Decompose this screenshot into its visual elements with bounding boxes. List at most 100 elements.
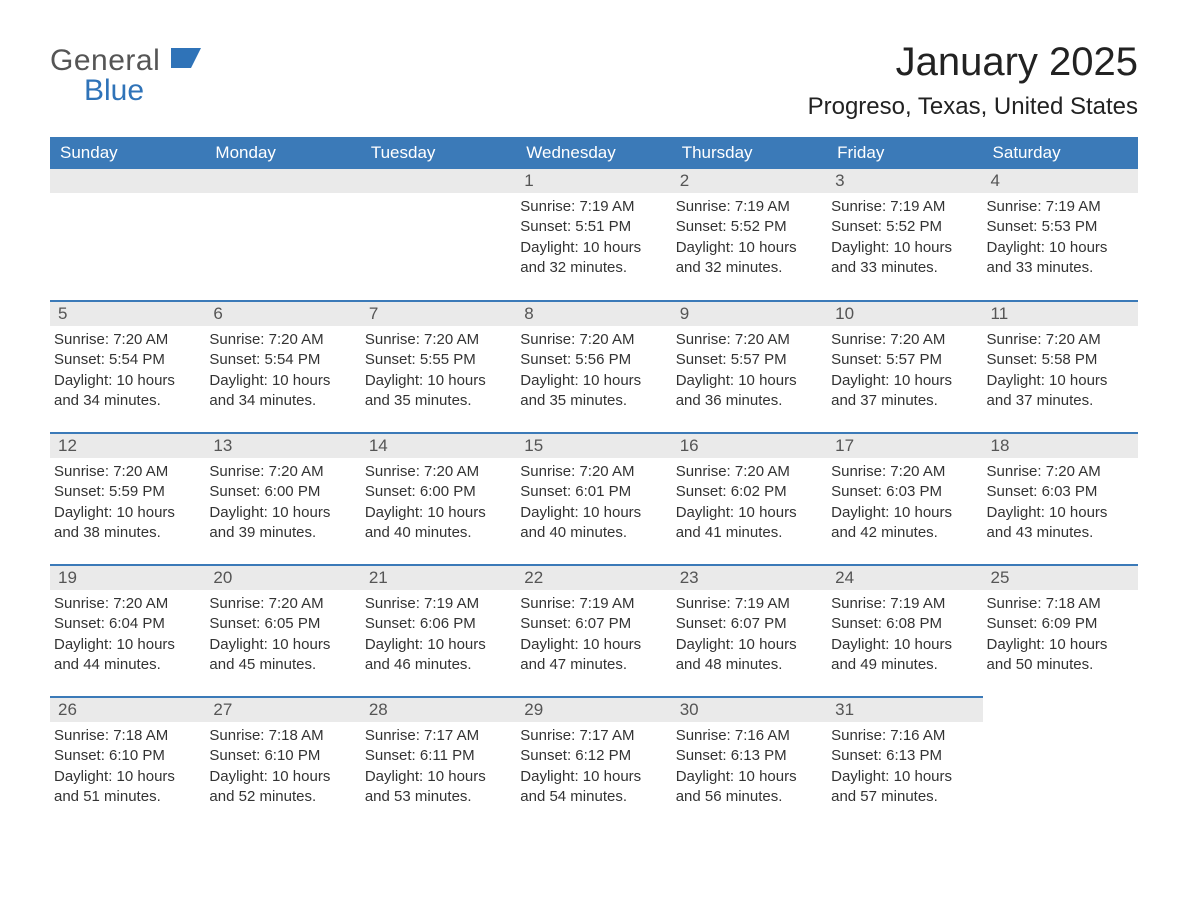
sunset-text: Sunset: 6:03 PM bbox=[831, 482, 976, 502]
daylight-text: Daylight: 10 hours and 51 minutes. bbox=[54, 767, 199, 808]
sunrise-text: Sunrise: 7:20 AM bbox=[520, 330, 665, 350]
flag-icon bbox=[169, 44, 205, 77]
day-details: Sunrise: 7:16 AMSunset: 6:13 PMDaylight:… bbox=[827, 722, 982, 811]
sunrise-text: Sunrise: 7:19 AM bbox=[676, 594, 821, 614]
calendar-body: 1Sunrise: 7:19 AMSunset: 5:51 PMDaylight… bbox=[50, 169, 1138, 829]
weekday-header-row: SundayMondayTuesdayWednesdayThursdayFrid… bbox=[50, 137, 1138, 169]
day-number: 26 bbox=[50, 698, 205, 722]
daylight-text: Daylight: 10 hours and 45 minutes. bbox=[209, 635, 354, 676]
sunrise-text: Sunrise: 7:20 AM bbox=[831, 330, 976, 350]
daylight-text: Daylight: 10 hours and 40 minutes. bbox=[520, 503, 665, 544]
daylight-text: Daylight: 10 hours and 50 minutes. bbox=[987, 635, 1132, 676]
day-details: Sunrise: 7:16 AMSunset: 6:13 PMDaylight:… bbox=[672, 722, 827, 811]
sunset-text: Sunset: 6:13 PM bbox=[676, 746, 821, 766]
day-number: 27 bbox=[205, 698, 360, 722]
calendar-day: 11Sunrise: 7:20 AMSunset: 5:58 PMDayligh… bbox=[983, 301, 1138, 433]
day-details: Sunrise: 7:18 AMSunset: 6:09 PMDaylight:… bbox=[983, 590, 1138, 679]
day-details: Sunrise: 7:19 AMSunset: 5:52 PMDaylight:… bbox=[827, 193, 982, 282]
day-number: 15 bbox=[516, 434, 671, 458]
daylight-text: Daylight: 10 hours and 40 minutes. bbox=[365, 503, 510, 544]
sunrise-text: Sunrise: 7:20 AM bbox=[520, 462, 665, 482]
sunset-text: Sunset: 5:55 PM bbox=[365, 350, 510, 370]
sunset-text: Sunset: 6:04 PM bbox=[54, 614, 199, 634]
daylight-text: Daylight: 10 hours and 36 minutes. bbox=[676, 371, 821, 412]
day-number: 11 bbox=[983, 302, 1138, 326]
day-number: 29 bbox=[516, 698, 671, 722]
calendar-day: 28Sunrise: 7:17 AMSunset: 6:11 PMDayligh… bbox=[361, 697, 516, 829]
sunrise-text: Sunrise: 7:19 AM bbox=[520, 594, 665, 614]
day-number: 23 bbox=[672, 566, 827, 590]
sunrise-text: Sunrise: 7:19 AM bbox=[676, 197, 821, 217]
weekday-header: Wednesday bbox=[516, 137, 671, 169]
calendar-day: 3Sunrise: 7:19 AMSunset: 5:52 PMDaylight… bbox=[827, 169, 982, 301]
brand-word-1: General bbox=[50, 44, 160, 77]
day-details: Sunrise: 7:18 AMSunset: 6:10 PMDaylight:… bbox=[50, 722, 205, 811]
day-details: Sunrise: 7:20 AMSunset: 6:04 PMDaylight:… bbox=[50, 590, 205, 679]
sunrise-text: Sunrise: 7:20 AM bbox=[209, 330, 354, 350]
weekday-header: Tuesday bbox=[361, 137, 516, 169]
daylight-text: Daylight: 10 hours and 34 minutes. bbox=[54, 371, 199, 412]
sunrise-text: Sunrise: 7:17 AM bbox=[520, 726, 665, 746]
calendar-day: 7Sunrise: 7:20 AMSunset: 5:55 PMDaylight… bbox=[361, 301, 516, 433]
calendar-day: 10Sunrise: 7:20 AMSunset: 5:57 PMDayligh… bbox=[827, 301, 982, 433]
calendar-day: 31Sunrise: 7:16 AMSunset: 6:13 PMDayligh… bbox=[827, 697, 982, 829]
day-number: 28 bbox=[361, 698, 516, 722]
sunset-text: Sunset: 6:06 PM bbox=[365, 614, 510, 634]
daylight-text: Daylight: 10 hours and 57 minutes. bbox=[831, 767, 976, 808]
sunset-text: Sunset: 6:07 PM bbox=[520, 614, 665, 634]
day-number: 6 bbox=[205, 302, 360, 326]
daylight-text: Daylight: 10 hours and 46 minutes. bbox=[365, 635, 510, 676]
sunset-text: Sunset: 5:51 PM bbox=[520, 217, 665, 237]
day-details: Sunrise: 7:19 AMSunset: 5:51 PMDaylight:… bbox=[516, 193, 671, 282]
sunset-text: Sunset: 6:11 PM bbox=[365, 746, 510, 766]
daylight-text: Daylight: 10 hours and 34 minutes. bbox=[209, 371, 354, 412]
weekday-header: Saturday bbox=[983, 137, 1138, 169]
sunset-text: Sunset: 6:00 PM bbox=[209, 482, 354, 502]
calendar-day-empty bbox=[205, 169, 360, 301]
day-details: Sunrise: 7:20 AMSunset: 6:00 PMDaylight:… bbox=[361, 458, 516, 547]
sunrise-text: Sunrise: 7:20 AM bbox=[209, 462, 354, 482]
calendar-day: 4Sunrise: 7:19 AMSunset: 5:53 PMDaylight… bbox=[983, 169, 1138, 301]
day-details: Sunrise: 7:18 AMSunset: 6:10 PMDaylight:… bbox=[205, 722, 360, 811]
day-details: Sunrise: 7:17 AMSunset: 6:12 PMDaylight:… bbox=[516, 722, 671, 811]
day-details: Sunrise: 7:20 AMSunset: 5:59 PMDaylight:… bbox=[50, 458, 205, 547]
calendar-day: 15Sunrise: 7:20 AMSunset: 6:01 PMDayligh… bbox=[516, 433, 671, 565]
day-details: Sunrise: 7:19 AMSunset: 6:06 PMDaylight:… bbox=[361, 590, 516, 679]
weekday-header: Thursday bbox=[672, 137, 827, 169]
daylight-text: Daylight: 10 hours and 42 minutes. bbox=[831, 503, 976, 544]
day-details: Sunrise: 7:20 AMSunset: 5:58 PMDaylight:… bbox=[983, 326, 1138, 415]
calendar-day: 29Sunrise: 7:17 AMSunset: 6:12 PMDayligh… bbox=[516, 697, 671, 829]
calendar-day: 16Sunrise: 7:20 AMSunset: 6:02 PMDayligh… bbox=[672, 433, 827, 565]
sunset-text: Sunset: 6:07 PM bbox=[676, 614, 821, 634]
day-details: Sunrise: 7:20 AMSunset: 6:05 PMDaylight:… bbox=[205, 590, 360, 679]
calendar-day: 8Sunrise: 7:20 AMSunset: 5:56 PMDaylight… bbox=[516, 301, 671, 433]
sunrise-text: Sunrise: 7:19 AM bbox=[831, 197, 976, 217]
sunrise-text: Sunrise: 7:16 AM bbox=[676, 726, 821, 746]
calendar-day: 21Sunrise: 7:19 AMSunset: 6:06 PMDayligh… bbox=[361, 565, 516, 697]
day-number: 1 bbox=[516, 169, 671, 193]
sunrise-text: Sunrise: 7:20 AM bbox=[54, 594, 199, 614]
sunrise-text: Sunrise: 7:18 AM bbox=[209, 726, 354, 746]
sunrise-text: Sunrise: 7:20 AM bbox=[54, 330, 199, 350]
day-details: Sunrise: 7:19 AMSunset: 5:52 PMDaylight:… bbox=[672, 193, 827, 282]
sunset-text: Sunset: 6:08 PM bbox=[831, 614, 976, 634]
weekday-header: Monday bbox=[205, 137, 360, 169]
sunset-text: Sunset: 6:02 PM bbox=[676, 482, 821, 502]
calendar-week: 5Sunrise: 7:20 AMSunset: 5:54 PMDaylight… bbox=[50, 301, 1138, 433]
calendar-day: 17Sunrise: 7:20 AMSunset: 6:03 PMDayligh… bbox=[827, 433, 982, 565]
daylight-text: Daylight: 10 hours and 44 minutes. bbox=[54, 635, 199, 676]
brand-logo: General Blue bbox=[50, 40, 205, 108]
day-details: Sunrise: 7:20 AMSunset: 5:56 PMDaylight:… bbox=[516, 326, 671, 415]
weekday-header: Sunday bbox=[50, 137, 205, 169]
sunset-text: Sunset: 5:53 PM bbox=[987, 217, 1132, 237]
day-details: Sunrise: 7:20 AMSunset: 5:55 PMDaylight:… bbox=[361, 326, 516, 415]
daylight-text: Daylight: 10 hours and 54 minutes. bbox=[520, 767, 665, 808]
daylight-text: Daylight: 10 hours and 39 minutes. bbox=[209, 503, 354, 544]
day-details: Sunrise: 7:20 AMSunset: 6:03 PMDaylight:… bbox=[983, 458, 1138, 547]
day-details: Sunrise: 7:19 AMSunset: 6:07 PMDaylight:… bbox=[516, 590, 671, 679]
sunset-text: Sunset: 5:52 PM bbox=[831, 217, 976, 237]
sunrise-text: Sunrise: 7:19 AM bbox=[831, 594, 976, 614]
day-details: Sunrise: 7:20 AMSunset: 5:54 PMDaylight:… bbox=[205, 326, 360, 415]
sunrise-text: Sunrise: 7:19 AM bbox=[365, 594, 510, 614]
day-number: 19 bbox=[50, 566, 205, 590]
